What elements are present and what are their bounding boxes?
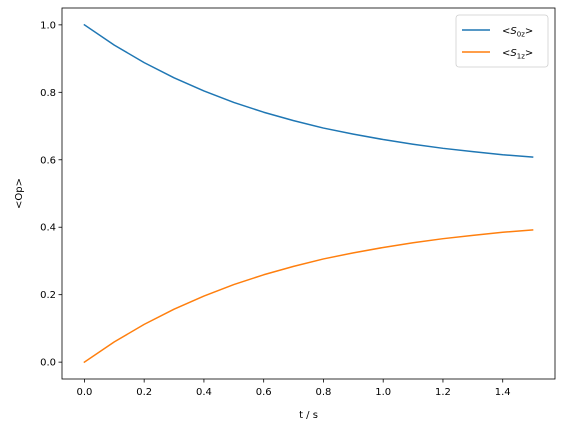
legend-entries: <S0z> <S1z> [462,26,533,61]
y-tick-label: 0.8 [40,88,56,99]
x-tick-label: 1.0 [375,387,391,398]
x-axis-ticks: 0.0 0.2 0.4 0.6 0.8 1.0 1.2 1.4 [76,379,511,398]
x-tick-label: 1.4 [495,387,511,398]
plot-frame [61,7,556,380]
series-line-1 [83,229,534,364]
plot-area [62,8,555,379]
x-tick-label: 1.2 [435,387,451,398]
x-tick-label: 0.2 [136,387,152,398]
x-tick-label: 0.4 [196,387,212,398]
y-tick-label: 0.0 [40,358,56,369]
legend-box [455,14,549,68]
series-layer [83,23,534,364]
y-axis-label: <Op> [14,178,25,209]
y-tick-label: 0.4 [40,223,56,234]
legend: <S0z> <S1z> [455,14,549,68]
x-axis-label: t / s [299,410,318,421]
x-tick-label: 0.6 [256,387,272,398]
y-tick-label: 0.2 [40,290,56,301]
x-tick-label: 0.0 [76,387,92,398]
y-tick-label: 1.0 [40,20,56,31]
y-axis-ticks: 0.0 0.2 0.4 0.6 0.8 1.0 [40,20,62,369]
series-line-0 [83,23,534,158]
legend-label-1: <S1z> [502,48,533,61]
legend-label-0: <S0z> [502,26,533,39]
y-tick-label: 0.6 [40,155,56,166]
x-tick-label: 0.8 [315,387,331,398]
